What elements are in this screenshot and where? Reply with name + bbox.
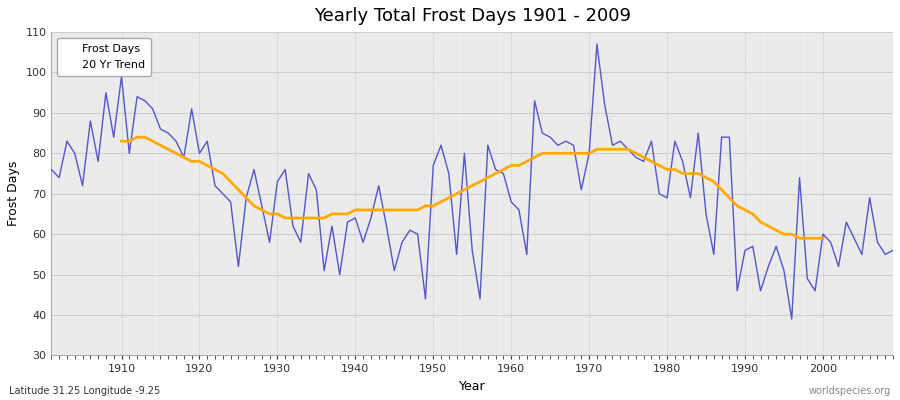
Text: Latitude 31.25 Longitude -9.25: Latitude 31.25 Longitude -9.25 <box>9 386 160 396</box>
Y-axis label: Frost Days: Frost Days <box>7 161 20 226</box>
20 Yr Trend <box>794 236 805 241</box>
20 Yr Trend <box>288 216 299 220</box>
20 Yr Trend <box>131 135 142 140</box>
Legend: Frost Days, 20 Yr Trend: Frost Days, 20 Yr Trend <box>57 38 151 76</box>
Line: 20 Yr Trend: 20 Yr Trend <box>122 137 823 238</box>
20 Yr Trend <box>303 216 314 220</box>
Frost Days <box>608 143 618 148</box>
20 Yr Trend <box>529 155 540 160</box>
20 Yr Trend <box>716 187 727 192</box>
20 Yr Trend <box>817 236 828 241</box>
20 Yr Trend <box>810 236 821 241</box>
Frost Days <box>591 42 602 46</box>
X-axis label: Year: Year <box>459 380 485 393</box>
Frost Days <box>887 248 898 253</box>
Frost Days <box>498 171 508 176</box>
20 Yr Trend <box>116 139 127 144</box>
Frost Days <box>787 317 797 322</box>
Frost Days <box>280 167 291 172</box>
20 Yr Trend <box>210 167 220 172</box>
Frost Days <box>327 224 338 228</box>
Line: Frost Days: Frost Days <box>51 44 893 319</box>
Frost Days <box>108 135 119 140</box>
Text: worldspecies.org: worldspecies.org <box>809 386 891 396</box>
Title: Yearly Total Frost Days 1901 - 2009: Yearly Total Frost Days 1901 - 2009 <box>314 7 631 25</box>
Frost Days <box>46 167 57 172</box>
Frost Days <box>506 200 517 204</box>
